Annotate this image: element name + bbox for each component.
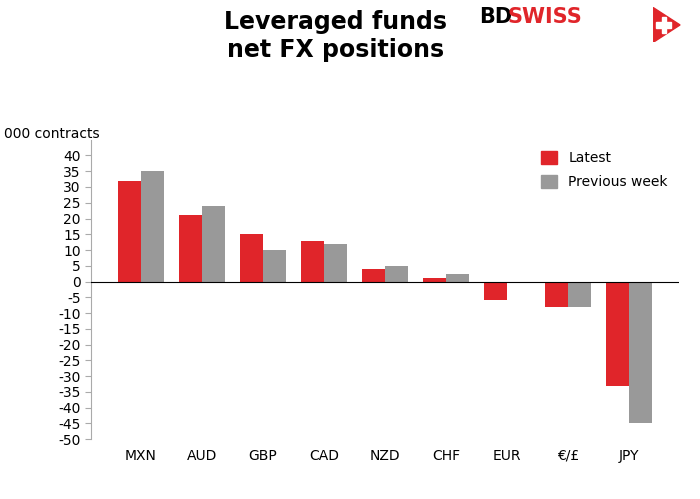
Text: BD: BD	[480, 7, 512, 27]
Bar	[484, 281, 507, 300]
Bar	[545, 281, 568, 307]
Bar	[656, 22, 671, 28]
Bar	[240, 234, 263, 281]
Bar	[606, 281, 629, 386]
Bar	[362, 269, 385, 281]
Bar	[324, 244, 347, 281]
Bar	[629, 281, 652, 423]
Bar	[423, 278, 446, 281]
Bar	[446, 273, 469, 281]
Polygon shape	[653, 7, 680, 42]
Legend: Latest, Previous week: Latest, Previous week	[536, 147, 672, 194]
Bar	[178, 216, 202, 281]
Bar	[385, 266, 408, 281]
Text: SWISS: SWISS	[508, 7, 582, 27]
Bar	[202, 206, 225, 281]
Bar	[263, 250, 286, 281]
Bar	[301, 241, 324, 281]
Bar	[662, 17, 666, 32]
Text: 000 contracts: 000 contracts	[4, 127, 99, 141]
Bar	[141, 171, 164, 281]
Bar	[568, 281, 592, 307]
Text: Leveraged funds
net FX positions: Leveraged funds net FX positions	[225, 10, 447, 62]
Bar	[118, 181, 141, 281]
